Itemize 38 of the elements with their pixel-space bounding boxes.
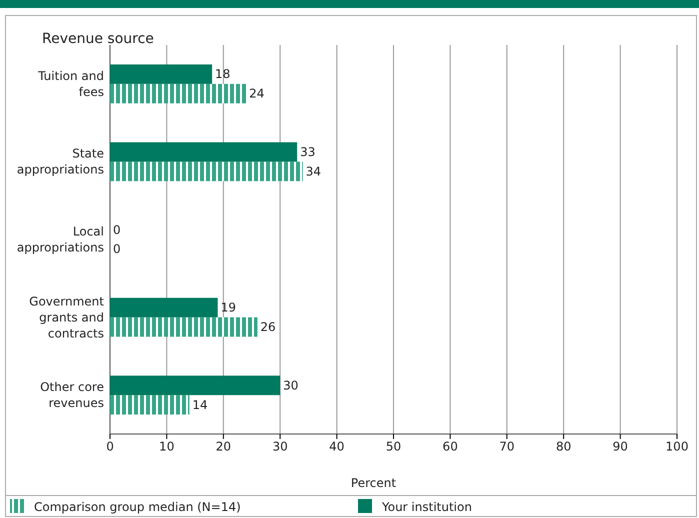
data-label: 26 <box>260 320 276 334</box>
y-tick-label: Other core revenues <box>40 380 104 410</box>
data-label: 30 <box>283 378 298 392</box>
data-label: 14 <box>192 398 208 412</box>
data-label: 19 <box>220 300 236 315</box>
x-tick-label: 20 <box>216 440 232 454</box>
x-tick-label: 30 <box>272 440 288 454</box>
data-label: 33 <box>300 144 316 159</box>
x-axis-title: Percent <box>350 476 396 490</box>
y-tick-label: Government grants and contracts <box>29 294 104 340</box>
bar <box>110 395 190 415</box>
y-tick-label: Local appropriations <box>16 224 104 254</box>
bar <box>110 64 212 84</box>
x-tick-label: 90 <box>612 440 628 454</box>
y-tick-label: Tuition and fees <box>37 68 104 99</box>
x-tick-label: 40 <box>329 440 344 454</box>
x-tick-label: 100 <box>666 440 688 454</box>
legend-label: Comparison group median (N=14) <box>34 500 241 514</box>
bar <box>110 162 303 182</box>
data-label: 0 <box>113 242 121 256</box>
x-tick-label: 50 <box>386 440 402 454</box>
x-tick-label: 70 <box>499 440 515 454</box>
data-label: 24 <box>249 86 264 101</box>
x-tick-label: 10 <box>159 440 174 454</box>
bar <box>110 298 218 318</box>
x-tick-label: 60 <box>442 440 458 454</box>
x-tick-label: 80 <box>556 440 572 454</box>
y-axis-title: Revenue source <box>42 31 154 47</box>
legend-label: Your institution <box>381 500 472 514</box>
y-tick-label: State appropriations <box>16 146 104 177</box>
data-label: 34 <box>306 164 322 178</box>
x-tick-label: 0 <box>106 440 114 454</box>
bar <box>110 317 258 337</box>
bar <box>110 142 298 162</box>
bar <box>110 376 280 396</box>
bar <box>110 84 246 104</box>
data-label: 18 <box>215 67 230 82</box>
data-label: 0 <box>113 222 121 237</box>
